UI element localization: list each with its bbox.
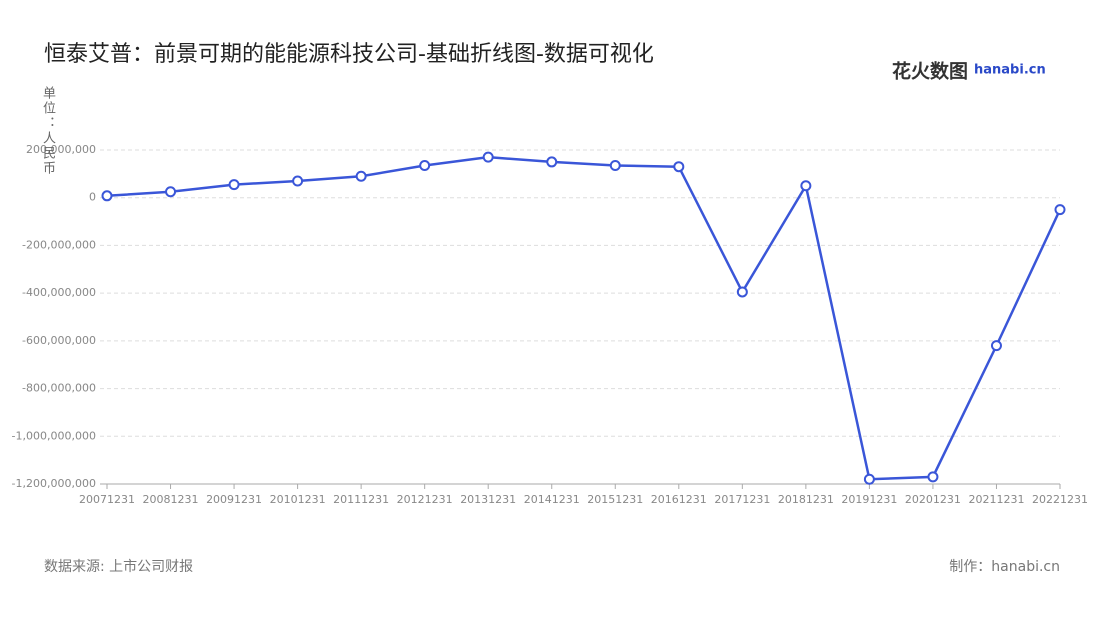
- x-tick-label: 20091231: [206, 493, 262, 506]
- point: [292, 175, 304, 187]
- x-tick-label: 20141231: [524, 493, 580, 506]
- x-tick-label: 20221231: [1032, 493, 1088, 506]
- point: [355, 170, 367, 182]
- y-tick-label: -1,000,000,000: [12, 429, 96, 442]
- x-tick-label: 20181231: [778, 493, 834, 506]
- x-tick-label: 20201231: [905, 493, 961, 506]
- y-tick-label: 0: [89, 191, 96, 204]
- point: [546, 156, 558, 168]
- x-tick-label: 20191231: [841, 493, 897, 506]
- x-tick-label: 20211231: [968, 493, 1024, 506]
- point: [863, 473, 875, 485]
- x-tick-label: 20121231: [397, 493, 453, 506]
- x-tick-label: 20101231: [270, 493, 326, 506]
- point: [101, 190, 113, 202]
- y-axis-label: 单位：人民币: [40, 86, 55, 176]
- credit: 制作：hanabi.cn: [949, 559, 1060, 575]
- point: [609, 160, 621, 172]
- y-tick-label: 200,000,000: [26, 143, 96, 156]
- point: [800, 180, 812, 192]
- source: 数据来源: 上市公司财报: [44, 558, 193, 575]
- y-tick-label: -200,000,000: [22, 238, 96, 251]
- point: [419, 160, 431, 172]
- x-tick-label: 20081231: [143, 493, 199, 506]
- point: [736, 286, 748, 298]
- point: [482, 151, 494, 163]
- line: [106, 155, 1062, 481]
- y-tick-label: -600,000,000: [22, 334, 96, 347]
- logo-sub: hanabi.cn: [974, 63, 1046, 78]
- y-tick-label: -800,000,000: [22, 382, 96, 395]
- point: [228, 179, 240, 191]
- logo: 花火数图: [892, 60, 968, 83]
- point: [673, 161, 685, 173]
- point: [165, 186, 177, 198]
- y-tick-label: -1,200,000,000: [12, 477, 96, 490]
- x-tick-label: 20131231: [460, 493, 516, 506]
- x-tick-label: 20151231: [587, 493, 643, 506]
- point: [927, 471, 939, 483]
- point: [990, 340, 1002, 352]
- y-tick-label: -400,000,000: [22, 286, 96, 299]
- x-tick-label: 20111231: [333, 493, 389, 506]
- x-tick-label: 20171231: [714, 493, 770, 506]
- chart-title: 恒泰艾普：前景可期的能能源科技公司-基础折线图-数据可视化: [44, 42, 654, 67]
- x-tick-label: 20161231: [651, 493, 707, 506]
- point: [1054, 204, 1066, 216]
- x-tick-label: 20071231: [79, 493, 135, 506]
